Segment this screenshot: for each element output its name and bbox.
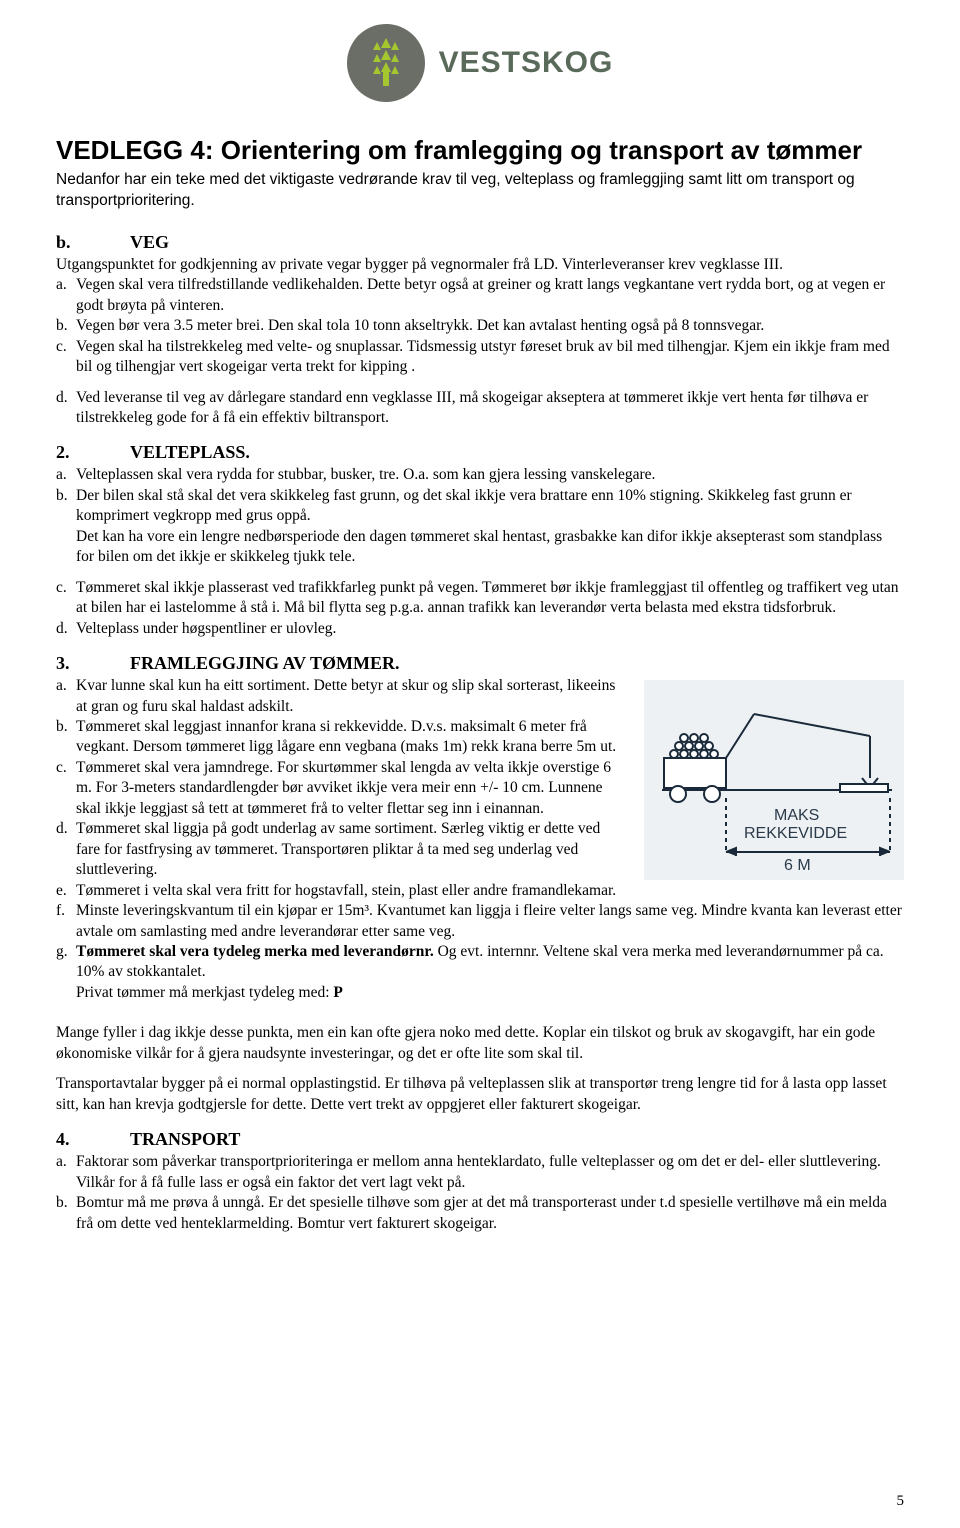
section-number: 4.: [56, 1129, 130, 1150]
vestskog-logo-icon: [347, 24, 425, 102]
section-number: 3.: [56, 653, 130, 674]
fig-label-maks: MAKS: [774, 807, 819, 824]
intro-paragraph: Nedanfor har ein teke med det viktigaste…: [56, 170, 904, 212]
list-item: d.Tømmeret skal liggja på godt underlag …: [56, 819, 628, 880]
velteplass-list-2: c.Tømmeret skal ikkje plasserast ved tra…: [56, 578, 904, 639]
section-label: FRAMLEGGJING AV TØMMER.: [130, 653, 400, 673]
section-marker: b.: [56, 232, 130, 253]
closing-p1: Mange fyller i dag ikkje desse punkta, m…: [56, 1023, 904, 1064]
logo-area: VESTSKOG: [56, 24, 904, 107]
list-item: b.Vegen bør vera 3.5 meter brei. Den ska…: [56, 316, 904, 336]
list-item: d.Ved leveranse til veg av dårlegare sta…: [56, 388, 904, 429]
fig-label-6m: 6 M: [784, 857, 811, 874]
list-item: b.Tømmeret skal leggjast innanfor krana …: [56, 717, 628, 758]
transport-list: a.Faktorar som påverkar transportpriorit…: [56, 1152, 904, 1234]
section-label: VELTEPLASS.: [130, 442, 250, 462]
list-item: g. Tømmeret skal vera tydeleg merka med …: [56, 942, 904, 1003]
fig-label-rekkevidde: REKKEVIDDE: [744, 825, 847, 842]
list-item: a.Velteplassen skal vera rydda for stubb…: [56, 465, 904, 485]
list-item: d.Velteplass under høgspentliner er ulov…: [56, 619, 904, 639]
section-number: 2.: [56, 442, 130, 463]
veg-list: a.Vegen skal vera tilfredstillande vedli…: [56, 275, 904, 377]
page-title: VEDLEGG 4: Orientering om framlegging og…: [56, 135, 904, 166]
logo-text: VESTSKOG: [439, 46, 614, 80]
logo: VESTSKOG: [347, 24, 614, 102]
section-head-transport: 4.TRANSPORT: [56, 1129, 904, 1150]
veg-list-2: d.Ved leveranse til veg av dårlegare sta…: [56, 388, 904, 429]
list-item: c.Tømmeret skal ikkje plasserast ved tra…: [56, 578, 904, 619]
section-head-framlegging: 3.FRAMLEGGJING AV TØMMER.: [56, 653, 904, 674]
page: VESTSKOG VEDLEGG 4: Orientering om framl…: [0, 0, 960, 1528]
closing-p2: Transportavtalar bygger på ei normal opp…: [56, 1074, 904, 1115]
page-number: 5: [897, 1493, 905, 1510]
item-g-text: Tømmeret skal vera tydeleg merka med lev…: [76, 942, 904, 1003]
section-head-veg: b.VEG: [56, 232, 904, 253]
list-item: c.Vegen skal ha tilstrekkeleg med velte-…: [56, 337, 904, 378]
list-item: e.Tømmeret i velta skal vera fritt for h…: [56, 881, 628, 901]
list-item: a.Faktorar som påverkar transportpriorit…: [56, 1152, 904, 1193]
section-label: VEG: [130, 232, 169, 252]
list-item: b.Bomtur må me prøva å unngå. Er det spe…: [56, 1193, 904, 1234]
section-head-velteplass: 2.VELTEPLASS.: [56, 442, 904, 463]
list-item: f.Minste leveringskvantum til ein kjøpar…: [56, 901, 904, 942]
list-item: a.Kvar lunne skal kun ha eitt sortiment.…: [56, 676, 628, 717]
crane-figure: MAKS REKKEVIDDE 6 M: [644, 680, 904, 885]
section-label: TRANSPORT: [130, 1129, 240, 1149]
velteplass-list: a.Velteplassen skal vera rydda for stubb…: [56, 465, 904, 567]
list-item: c.Tømmeret skal vera jamndrege. For skur…: [56, 758, 628, 819]
list-item: b.Der bilen skal stå skal det vera skikk…: [56, 486, 904, 568]
list-item: a.Vegen skal vera tilfredstillande vedli…: [56, 275, 904, 316]
veg-lead: Utgangspunktet for godkjenning av privat…: [56, 255, 904, 275]
